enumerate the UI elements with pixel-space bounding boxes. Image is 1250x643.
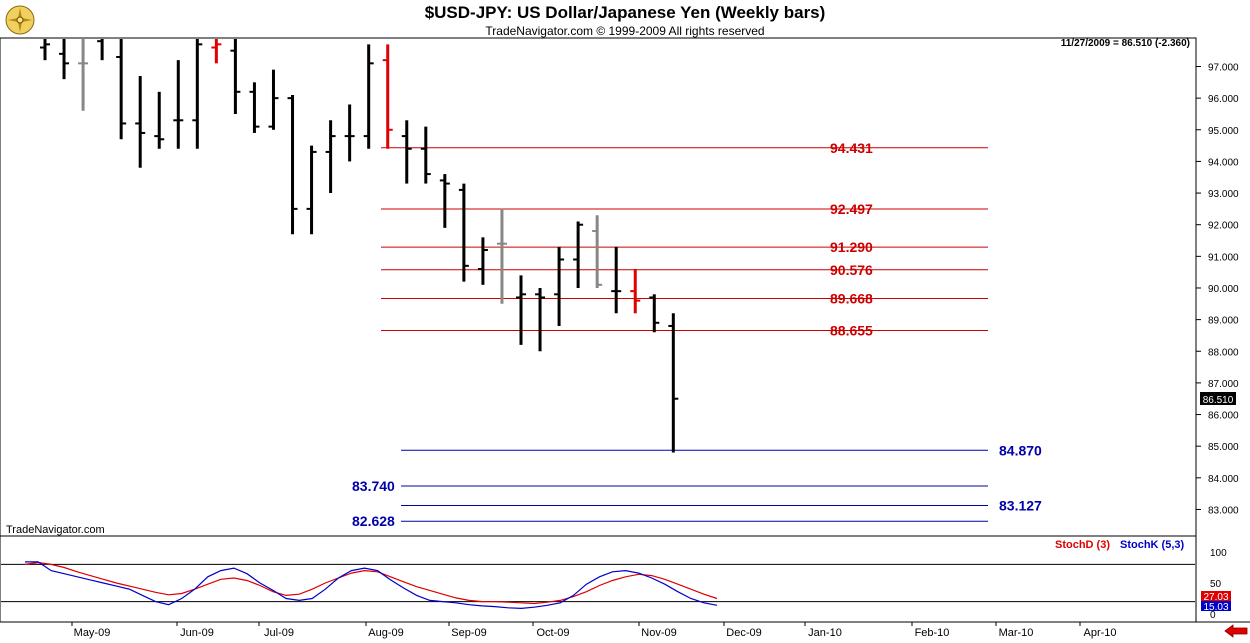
price-tick-label: 89.000: [1208, 316, 1239, 327]
scroll-left-arrow-icon[interactable]: [1224, 624, 1248, 638]
stoch-k-value: 15.03: [1203, 602, 1228, 613]
time-tick-label: Jan-10: [808, 627, 842, 639]
price-tick-label: 83.000: [1208, 505, 1239, 516]
price-bar: [192, 39, 203, 149]
price-bar: [325, 120, 336, 194]
price-bar: [135, 75, 146, 168]
price-bar: [496, 208, 507, 304]
price-tick-label: 84.000: [1208, 474, 1239, 485]
price-bar: [287, 94, 298, 235]
price-tick-label: 90.000: [1208, 284, 1239, 295]
time-tick-label: Mar-10: [999, 627, 1034, 639]
stoch-d-value-box: [1201, 591, 1231, 601]
price-axis[interactable]: 83.000 84.000 85.000 86.000 87.000 88.000 89.0…: [1196, 63, 1239, 517]
price-bar: [230, 39, 241, 114]
resistance-label: 89.668: [830, 290, 873, 306]
price-tick-label: 95.000: [1208, 126, 1239, 137]
resistance-label: 92.497: [830, 201, 873, 217]
price-bars: [40, 39, 679, 453]
price-bar: [173, 60, 184, 149]
price-bar: [477, 237, 488, 285]
stoch-k-value-box: [1201, 601, 1231, 611]
price-bar: [554, 246, 565, 326]
price-bar: [363, 44, 374, 149]
stoch-k-line: [25, 561, 718, 610]
price-bar: [382, 44, 393, 149]
stoch-tick-label: 50: [1210, 579, 1222, 590]
price-bar: [268, 69, 279, 130]
price-tick-label: 97.000: [1208, 63, 1239, 74]
price-bar: [649, 294, 660, 333]
time-axis[interactable]: May-09 Jun-09 Jul-09 Aug-09 Sep-09 Oct-09 Nov-…: [71, 622, 1117, 639]
resistance-label: 90.576: [830, 262, 873, 278]
support-label: 83.127: [999, 497, 1042, 513]
support-label: 82.628: [352, 513, 395, 529]
stoch-d-value: 27.03: [1203, 592, 1228, 603]
price-bar: [439, 174, 450, 228]
price-bar: [306, 145, 317, 235]
legend-stoch-d: StochD (3): [1055, 539, 1110, 551]
time-tick-label: Nov-09: [641, 627, 676, 639]
trade-navigator-logo-icon[interactable]: [4, 4, 36, 36]
price-bar: [344, 104, 355, 162]
price-bar: [211, 39, 222, 64]
price-tick-label: 91.000: [1208, 252, 1239, 263]
price-bar: [401, 120, 412, 184]
stoch-d-line: [24, 561, 718, 605]
price-bar: [573, 221, 584, 288]
resistance-label: 94.431: [830, 140, 873, 156]
time-tick-label: Jun-09: [180, 627, 214, 639]
price-bar: [116, 39, 127, 140]
watermark: TradeNavigator.com: [6, 524, 105, 536]
stoch-tick-label: 0: [1210, 610, 1216, 621]
time-tick-label: Dec-09: [726, 627, 761, 639]
time-tick-label: Oct-09: [536, 627, 569, 639]
price-bar: [668, 313, 679, 453]
stoch-pane-frame: [0, 535, 1197, 623]
time-tick-label: Feb-10: [915, 627, 950, 639]
last-price-label: 86.510: [1203, 395, 1234, 406]
stoch-tick-label: 100: [1210, 548, 1227, 559]
price-bar: [535, 287, 546, 352]
price-bar: [249, 82, 260, 133]
price-bar: [40, 39, 50, 61]
resistance-label: 88.655: [830, 323, 873, 339]
last-quote-readout: 11/27/2009 = 86.510 (-2.360): [1061, 38, 1190, 49]
time-tick-label: Aug-09: [368, 627, 403, 639]
price-tick-label: 86.000: [1208, 411, 1239, 422]
price-bar: [458, 183, 469, 282]
time-tick-label: Sep-09: [451, 627, 486, 639]
price-tick-label: 85.000: [1208, 442, 1239, 453]
price-tick-label: 93.000: [1208, 189, 1239, 200]
legend-stoch-k: StochK (5,3): [1120, 539, 1185, 551]
fib-levels: 94.431 92.497 91.290 90.576 89.668 88.655 84.8…: [352, 140, 1042, 529]
price-bar: [630, 268, 641, 314]
price-bar: [516, 275, 526, 345]
price-tick-label: 94.000: [1208, 157, 1239, 168]
last-price-box: [1200, 392, 1236, 405]
price-bar: [59, 39, 70, 80]
copyright-subtitle: TradeNavigator.com © 1999-2009 All right…: [485, 24, 765, 38]
price-tick-label: 96.000: [1208, 94, 1239, 105]
price-tick-label: 87.000: [1208, 379, 1239, 390]
resistance-label: 91.290: [830, 239, 873, 255]
price-bar: [420, 126, 431, 184]
time-tick-label: Jul-09: [264, 627, 294, 639]
time-tick-label: May-09: [74, 627, 111, 639]
support-label: 84.870: [999, 442, 1042, 458]
chart-title: $USD-JPY: US Dollar/Japanese Yen (Weekly…: [424, 3, 826, 22]
price-bar: [97, 39, 108, 61]
price-bar: [592, 215, 603, 288]
time-tick-label: Apr-10: [1083, 627, 1116, 639]
price-bar: [611, 246, 622, 314]
price-tick-label: 92.000: [1208, 221, 1239, 232]
price-tick-label: 88.000: [1208, 347, 1239, 358]
support-label: 83.740: [352, 478, 395, 494]
price-bar: [154, 91, 165, 149]
price-bar: [78, 39, 89, 111]
